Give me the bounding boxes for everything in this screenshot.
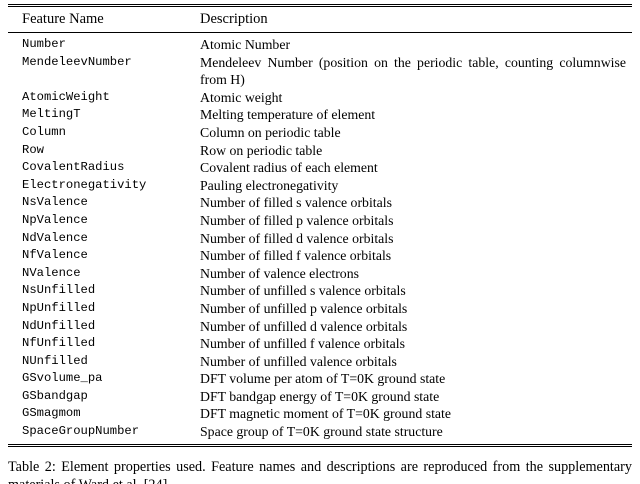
description-cell: Atomic weight: [200, 89, 283, 105]
table-row: NfUnfilled Number of unfilled f valence …: [8, 335, 632, 353]
feature-name-cell: NdUnfilled: [22, 318, 96, 333]
table-row: NfValence Number of filled f valence orb…: [8, 247, 632, 265]
feature-name-cell: NsUnfilled: [22, 283, 96, 298]
table-row: NdValence Number of filled d valence orb…: [8, 230, 632, 248]
description-cell: DFT volume per atom of T=0K ground state: [200, 371, 446, 387]
feature-name-cell: MeltingT: [22, 107, 81, 122]
table-row: GSbandgap DFT bandgap energy of T=0K gro…: [8, 388, 632, 406]
table-row: NpUnfilled Number of unfilled p valence …: [8, 300, 632, 318]
description-cell: Number of filled s valence orbitals: [200, 195, 392, 211]
col-header-feature-name: Feature Name: [8, 5, 200, 33]
feature-name-cell: NpValence: [22, 212, 88, 227]
table-row: Number Atomic Number: [8, 33, 632, 54]
feature-name-cell: NpUnfilled: [22, 300, 96, 315]
feature-name-cell: GSbandgap: [22, 388, 88, 403]
table-row: Row Row on periodic table: [8, 142, 632, 160]
feature-name-cell: SpaceGroupNumber: [22, 424, 140, 439]
table-row: GSvolume_pa DFT volume per atom of T=0K …: [8, 370, 632, 388]
description-cell: Row on periodic table: [200, 142, 323, 158]
table-row: NdUnfilled Number of unfilled d valence …: [8, 318, 632, 336]
description-cell: Number of filled f valence orbitals: [200, 248, 392, 264]
table-caption: Table 2: Element properties used. Featur…: [8, 458, 632, 484]
description-cell: Number of unfilled s valence orbitals: [200, 283, 406, 299]
description-cell: Atomic Number: [200, 37, 291, 52]
table-row: MendeleevNumber Mendeleev Number (positi…: [8, 54, 632, 89]
description-cell: Number of unfilled d valence orbitals: [200, 318, 408, 334]
description-cell: Melting temperature of element: [200, 107, 376, 123]
table-row: NsUnfilled Number of unfilled s valence …: [8, 282, 632, 300]
table-row: Column Column on periodic table: [8, 124, 632, 142]
description-cell: Space group of T=0K ground state structu…: [200, 424, 443, 440]
element-properties-table: Feature Name Description Number Atomic N…: [8, 4, 632, 447]
table-row: SpaceGroupNumber Space group of T=0K gro…: [8, 423, 632, 445]
description-cell: Column on periodic table: [200, 124, 341, 140]
description-cell: Pauling electronegativity: [200, 177, 339, 193]
feature-name-cell: NfUnfilled: [22, 336, 96, 351]
feature-name-cell: AtomicWeight: [22, 89, 110, 104]
table-row: AtomicWeight Atomic weight: [8, 89, 632, 107]
feature-name-cell: NdValence: [22, 230, 88, 245]
table-row: NValence Number of valence electrons: [8, 265, 632, 283]
feature-name-cell: Number: [22, 37, 66, 51]
table-row: NsValence Number of filled s valence orb…: [8, 194, 632, 212]
description-cell: Number of unfilled valence orbitals: [200, 353, 397, 369]
header-row: Feature Name Description: [8, 5, 632, 33]
table-header: Feature Name Description: [8, 5, 632, 33]
description-cell: Mendeleev Number (position on the period…: [200, 54, 626, 88]
description-cell: Number of filled d valence orbitals: [200, 230, 394, 246]
table-row: MeltingT Melting temperature of element: [8, 106, 632, 124]
feature-name-cell: GSmagmom: [22, 406, 81, 421]
description-cell: Covalent radius of each element: [200, 160, 378, 176]
feature-name-cell: Electronegativity: [22, 177, 147, 192]
feature-name-cell: NsValence: [22, 195, 88, 210]
description-cell: DFT magnetic moment of T=0K ground state: [200, 406, 451, 422]
table-row: GSmagmom DFT magnetic moment of T=0K gro…: [8, 405, 632, 423]
table-row: Electronegativity Pauling electronegativ…: [8, 177, 632, 195]
feature-name-cell: NfValence: [22, 248, 88, 263]
feature-name-cell: MendeleevNumber: [22, 54, 132, 69]
feature-name-cell: Column: [22, 124, 66, 139]
description-cell: Number of valence electrons: [200, 265, 359, 281]
feature-name-cell: Row: [22, 142, 44, 157]
feature-name-cell: NUnfilled: [22, 353, 88, 368]
table-row: CovalentRadius Covalent radius of each e…: [8, 159, 632, 177]
table-row: NUnfilled Number of unfilled valence orb…: [8, 353, 632, 371]
col-header-description: Description: [200, 5, 632, 33]
feature-name-cell: GSvolume_pa: [22, 371, 103, 386]
description-cell: DFT bandgap energy of T=0K ground state: [200, 388, 440, 404]
table-row: NpValence Number of filled p valence orb…: [8, 212, 632, 230]
table-body: Number Atomic Number MendeleevNumber Men…: [8, 33, 632, 446]
description-cell: Number of unfilled f valence orbitals: [200, 336, 405, 352]
feature-name-cell: NValence: [22, 265, 81, 280]
feature-name-cell: CovalentRadius: [22, 160, 125, 175]
description-cell: Number of unfilled p valence orbitals: [200, 300, 408, 316]
description-cell: Number of filled p valence orbitals: [200, 212, 394, 228]
